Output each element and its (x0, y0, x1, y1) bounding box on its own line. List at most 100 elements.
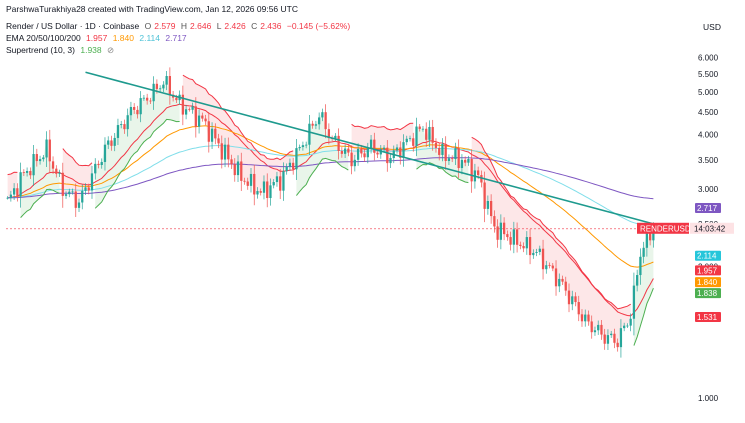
ema-legend[interactable]: EMA 20/50/100/200 1.957 1.840 2.114 2.71… (6, 33, 190, 43)
candle-body (447, 158, 451, 161)
supertrend-up-line (633, 288, 654, 346)
candle-body (314, 124, 318, 126)
candle-body (292, 162, 295, 170)
candle-body (197, 115, 201, 127)
candle-body (129, 107, 133, 116)
candle-body (567, 290, 571, 305)
ohlc-change: −0.145 (−5.62%) (286, 21, 351, 31)
candle-body (94, 163, 97, 174)
ohlc-open: 2.579 (154, 21, 176, 31)
eye-icon[interactable]: ⊘ (107, 45, 115, 55)
ohlc-close-label: C (251, 21, 258, 31)
candle-body (639, 256, 642, 276)
ema-price-tag (695, 277, 721, 288)
candle-body (483, 182, 486, 209)
supertrend-down-fill (351, 123, 414, 167)
ema200-line (7, 157, 654, 200)
candle-body (337, 135, 340, 152)
candle-body (298, 147, 301, 149)
ohlc-low-label: L (216, 21, 222, 31)
candle-body (230, 159, 233, 165)
ema-layer (7, 103, 654, 317)
supertrend-down-line (62, 148, 93, 167)
candle-body (538, 248, 541, 252)
supertrend-down-line (471, 136, 631, 310)
candle-body (100, 161, 103, 166)
candle-body (652, 228, 655, 241)
candle-body (535, 251, 538, 253)
candle-body (210, 128, 214, 142)
candle-body (295, 148, 298, 170)
candle-body (194, 106, 197, 127)
supertrend-down-fill (471, 137, 631, 348)
candle-body (496, 226, 499, 240)
candle-body (188, 109, 191, 111)
ema100-value: 2.114 (139, 33, 160, 43)
candle-body (223, 144, 227, 160)
candle-body (6, 197, 9, 199)
candle-body (288, 162, 292, 167)
supertrend-up-line (94, 118, 180, 209)
candle-body (613, 333, 616, 343)
candle-body (587, 314, 590, 322)
ema50-line (7, 125, 654, 268)
candle-body (136, 109, 139, 115)
candle-body (233, 164, 236, 176)
candle-body (561, 278, 564, 282)
candle-body (29, 171, 32, 176)
candle-body (441, 143, 444, 155)
candle-body (502, 222, 506, 235)
candle-body (626, 325, 629, 327)
candle-body (399, 147, 402, 158)
ema-price-tag (695, 265, 721, 276)
candle-body (577, 302, 580, 315)
candle-body (525, 237, 528, 249)
candle-body (259, 191, 262, 193)
ema200-value: 2.717 (165, 33, 187, 43)
ema-price-tag-label: 1.838 (697, 289, 718, 298)
candle-body (285, 166, 288, 172)
candle-body (558, 278, 561, 287)
supertrend-up-line (416, 162, 469, 184)
candle-body (191, 106, 194, 110)
supertrend-up-fill (633, 228, 654, 346)
candle-body (168, 76, 172, 95)
candles-layer (6, 67, 655, 358)
candle-body (444, 143, 447, 161)
candle-body (350, 152, 353, 167)
candle-body (593, 330, 597, 333)
ema-price-tag-label: 2.717 (697, 204, 718, 213)
candle-body (584, 314, 587, 322)
candle-body (246, 181, 249, 186)
candle-body (574, 296, 577, 303)
candle-body (512, 229, 515, 245)
price-tags: 2.717 2.114 1.957 1.840 1.838 1.531 RENDERUSD 1… (637, 203, 734, 323)
candle-body (256, 191, 259, 195)
candle-body (243, 180, 246, 182)
candle-body (227, 144, 230, 160)
candle-body (142, 97, 146, 99)
candle-body (347, 148, 350, 153)
candle-body (110, 140, 113, 146)
candle-body (87, 187, 90, 191)
y-tick-label: 3.000 (698, 185, 719, 194)
candle-body (162, 84, 165, 89)
candle-body (279, 176, 282, 191)
candle-body (470, 158, 473, 182)
supertrend-legend[interactable]: Supertrend (10, 3) 1.938 ⊘ (6, 45, 117, 56)
candle-body (467, 158, 470, 163)
candle-body (81, 190, 84, 203)
candle-body (610, 333, 613, 336)
candle-body (506, 234, 509, 238)
candle-body (253, 173, 256, 195)
candle-body (19, 172, 22, 197)
candle-body (116, 125, 120, 138)
candle-body (155, 83, 159, 89)
candle-body (619, 328, 623, 348)
ohlc-close: 2.436 (260, 21, 282, 31)
candle-body (642, 247, 645, 257)
candle-body (509, 237, 512, 245)
candle-body (113, 137, 116, 146)
candle-body (327, 129, 331, 139)
